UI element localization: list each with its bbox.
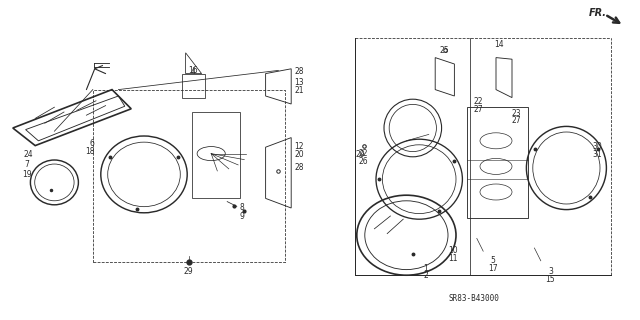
Text: 7: 7 (24, 160, 29, 169)
Text: 16: 16 (188, 66, 198, 75)
Text: 11: 11 (448, 254, 458, 263)
Text: FR.: FR. (589, 8, 607, 18)
Text: 19: 19 (22, 170, 32, 179)
Text: 21: 21 (294, 86, 304, 95)
Text: 14: 14 (494, 40, 504, 49)
Text: 28: 28 (294, 67, 304, 76)
Text: 5: 5 (490, 256, 495, 265)
Text: 27: 27 (512, 116, 522, 125)
Text: 18: 18 (85, 147, 95, 156)
Text: 15: 15 (545, 275, 556, 284)
Text: 6: 6 (90, 139, 95, 148)
Text: 3: 3 (548, 267, 553, 276)
Text: 12: 12 (294, 142, 304, 151)
Text: 9: 9 (240, 212, 245, 221)
Text: 13: 13 (294, 78, 304, 87)
Text: SR83-B43000: SR83-B43000 (448, 294, 499, 303)
Text: 2: 2 (423, 271, 428, 280)
Text: 29: 29 (184, 267, 194, 276)
Text: 22: 22 (474, 97, 483, 106)
Text: 4: 4 (191, 67, 196, 76)
Text: 26: 26 (358, 157, 368, 166)
Text: 31: 31 (592, 150, 602, 159)
Text: 17: 17 (488, 264, 498, 273)
Text: 29: 29 (355, 150, 365, 159)
Text: 30: 30 (592, 142, 602, 151)
Text: 1: 1 (423, 264, 428, 273)
Text: 23: 23 (512, 109, 522, 118)
Text: 27: 27 (474, 105, 483, 114)
Text: 24: 24 (24, 150, 34, 159)
Text: 28: 28 (294, 163, 304, 172)
Text: 10: 10 (448, 246, 458, 255)
Text: 22: 22 (358, 149, 368, 158)
Text: 8: 8 (240, 203, 244, 212)
Text: 20: 20 (294, 150, 304, 159)
Text: 25: 25 (440, 46, 450, 55)
